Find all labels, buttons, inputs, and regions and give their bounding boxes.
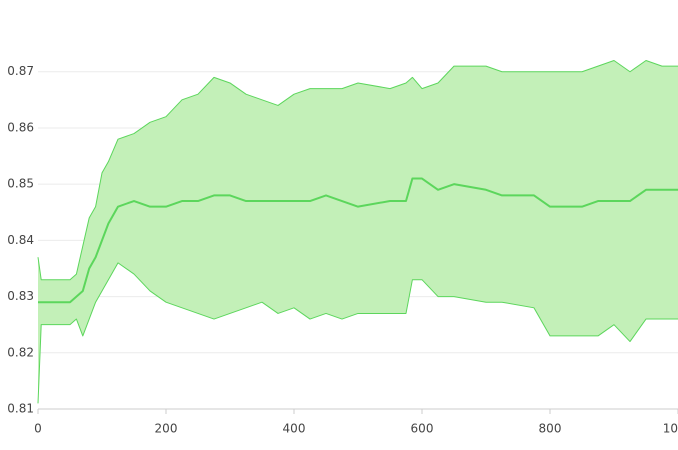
y-tick-label: 0.87 <box>7 64 34 78</box>
y-tick-label: 0.83 <box>7 289 34 303</box>
x-tick-label: 600 <box>411 422 434 436</box>
x-tick-label: 200 <box>155 422 178 436</box>
x-tick-label: 800 <box>539 422 562 436</box>
band-edge <box>37 262 678 404</box>
x-tick-label: 0 <box>34 422 42 436</box>
y-tick-label: 0.86 <box>7 120 34 134</box>
y-tick-label: 0.81 <box>7 402 34 416</box>
y-tick-label: 0.82 <box>7 345 34 359</box>
x-tick-label: 400 <box>283 422 306 436</box>
band-edge <box>37 59 678 281</box>
mean-line <box>38 177 678 304</box>
y-tick-label: 0.84 <box>7 233 34 247</box>
band-fill <box>38 60 678 404</box>
y-tick-label: 0.85 <box>7 177 34 191</box>
x-tick-label: 1000 <box>663 422 678 436</box>
